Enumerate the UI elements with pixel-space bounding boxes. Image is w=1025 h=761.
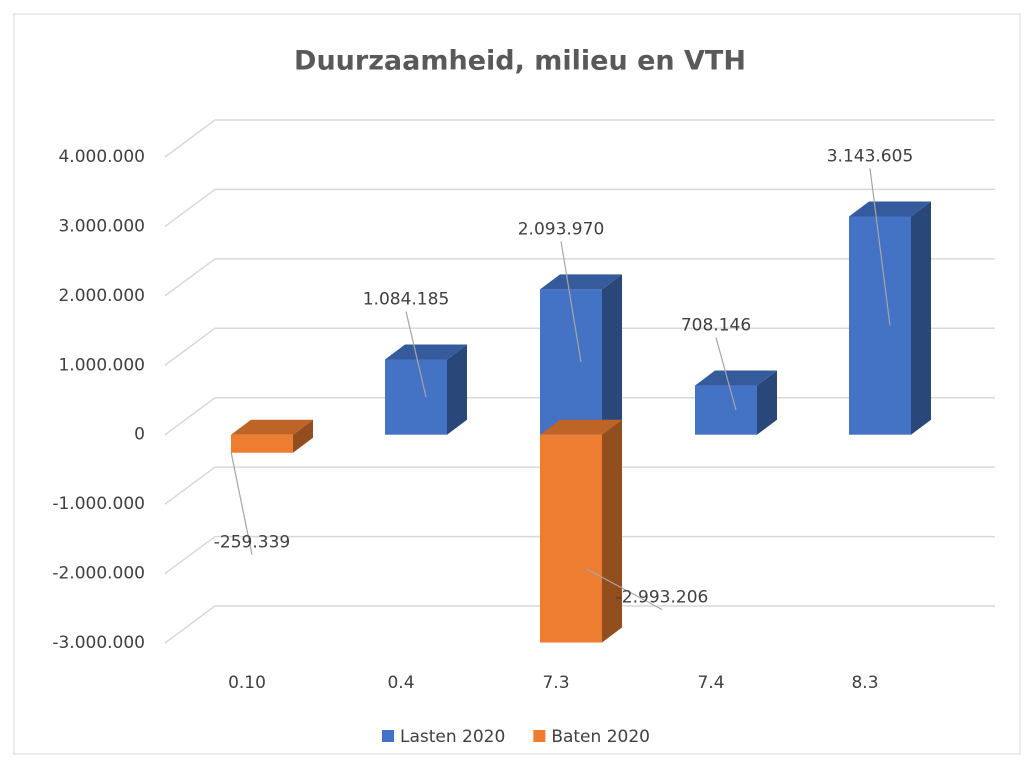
bar-side: [602, 274, 622, 435]
y-tick-label: -3.000.000: [52, 633, 145, 653]
leader-line: [715, 337, 737, 411]
x-tick-label: 8.3: [851, 673, 878, 693]
x-tick-label: 7.4: [697, 673, 724, 693]
bar: [231, 434, 293, 453]
data-label: -259.339: [214, 533, 290, 553]
data-label: 3.143.605: [827, 146, 914, 166]
bar: [540, 434, 602, 643]
bar: [849, 216, 911, 435]
legend-label: Lasten 2020: [400, 727, 505, 747]
x-tick-label: 0.10: [228, 673, 266, 693]
legend-swatch: [533, 730, 546, 742]
grid-line: [164, 605, 995, 644]
x-tick-label: 7.3: [542, 673, 569, 693]
leader-line: [405, 311, 427, 398]
bar: [385, 359, 447, 435]
bar-side: [602, 419, 622, 643]
bar-top: [695, 370, 777, 386]
bar-side: [293, 419, 313, 453]
grid-line: [164, 327, 995, 366]
leader-line: [560, 241, 582, 363]
bar: [695, 385, 757, 435]
bar-top: [385, 344, 467, 360]
grid-line: [164, 188, 995, 228]
data-label: 708.146: [681, 316, 751, 336]
data-label: -2.993.206: [616, 588, 709, 608]
bar-top: [540, 274, 622, 290]
bar: [540, 289, 602, 435]
y-tick-label: 0: [134, 425, 145, 445]
data-label: 1.084.185: [363, 289, 450, 309]
y-tick-label: -2.000.000: [52, 564, 145, 584]
grid-line: [164, 466, 995, 505]
y-tick-label: 2.000.000: [58, 286, 145, 306]
bar-side: [447, 344, 467, 435]
bar-top: [540, 419, 622, 435]
y-tick-label: 1.000.000: [58, 355, 145, 375]
grid-line: [164, 535, 995, 575]
leader-line: [869, 168, 891, 326]
bar-top: [231, 419, 313, 435]
grid-line: [164, 119, 995, 158]
bar-side: [911, 201, 931, 435]
bar-side: [757, 370, 777, 435]
y-tick-label: -1.000.000: [52, 494, 145, 514]
y-tick-label: 3.000.000: [58, 216, 145, 236]
leader-line: [230, 451, 253, 555]
chart-title: Duurzaamheid, milieu en VTH: [294, 46, 746, 77]
data-label: 2.093.970: [518, 219, 605, 239]
x-tick-label: 0.4: [387, 673, 414, 693]
y-tick-label: 4.000.000: [58, 147, 145, 167]
legend-swatch: [382, 730, 394, 742]
legend-label: Baten 2020: [551, 727, 650, 747]
bar-top: [849, 201, 931, 217]
leader-line: [585, 568, 663, 611]
grid-line: [164, 258, 995, 297]
